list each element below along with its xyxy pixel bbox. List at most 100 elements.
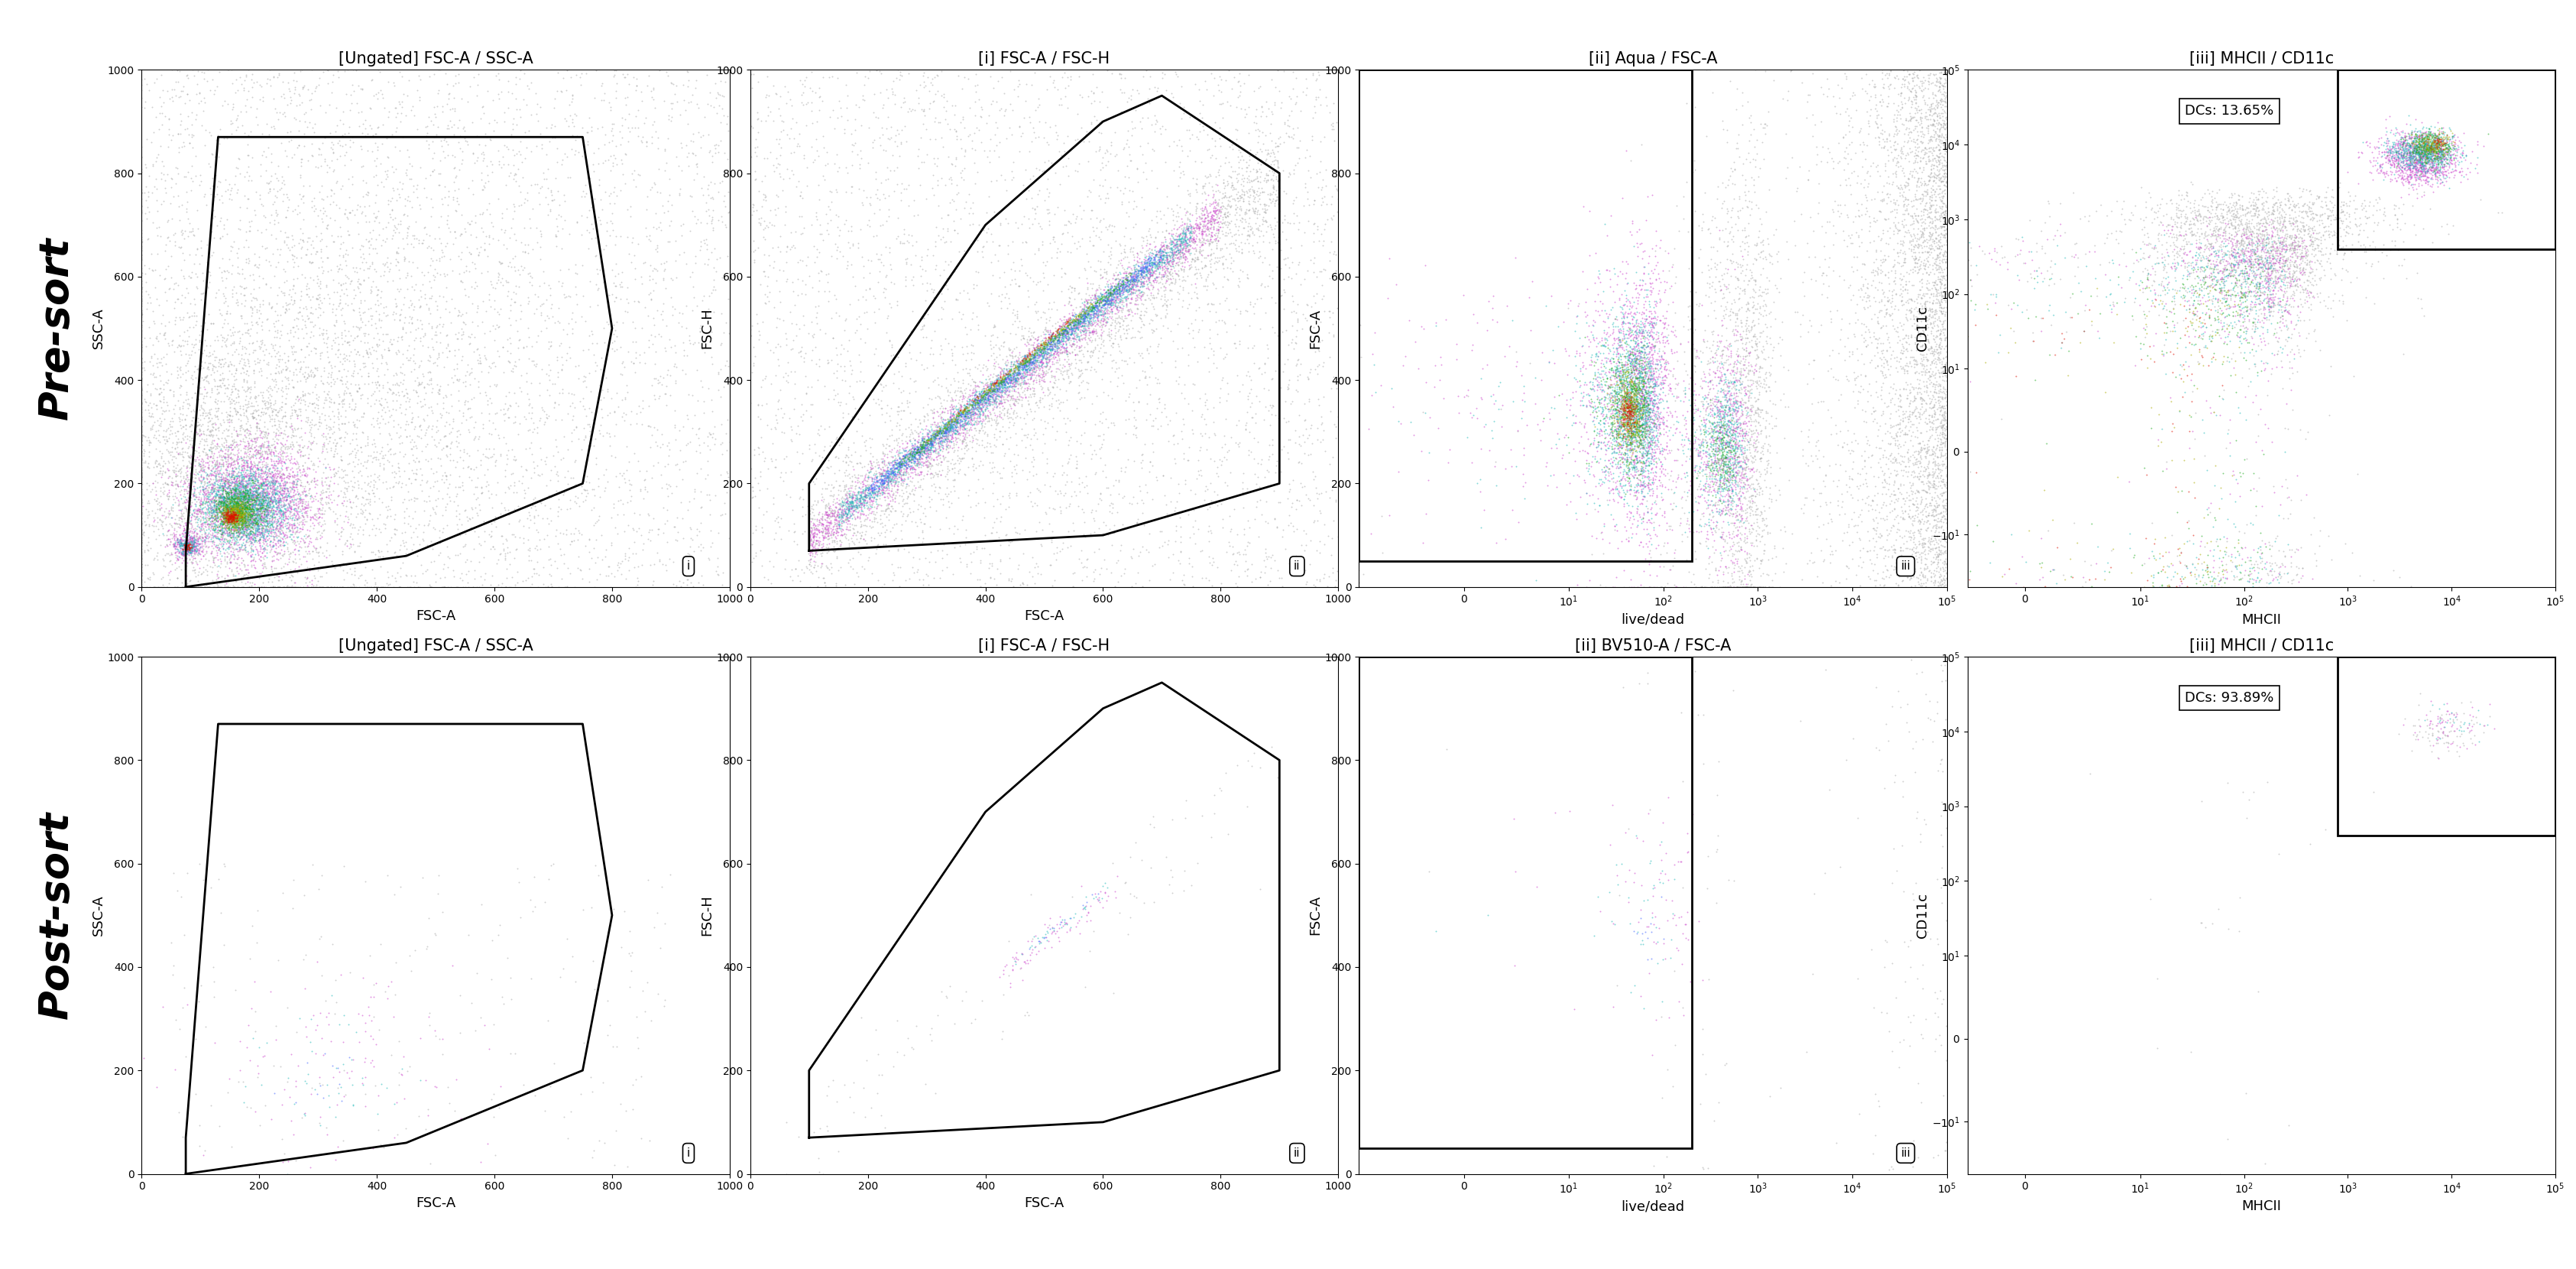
Point: [2380, 165, 2421, 185]
Point: [1842, 228, 1883, 249]
Point: [1886, 532, 1927, 552]
Point: [969, 379, 1010, 400]
Point: [2249, 648, 2290, 669]
Point: [701, 359, 742, 379]
Point: [1605, 462, 1646, 482]
Point: [1095, 282, 1136, 302]
Point: [1587, 412, 1628, 433]
Point: [1633, 439, 1674, 459]
Point: [992, 124, 1033, 145]
Point: [283, 395, 325, 415]
Point: [1607, 404, 1649, 424]
Point: [2396, 131, 2437, 151]
Point: [2241, 632, 2282, 652]
Point: [1015, 339, 1056, 359]
Point: [2409, 142, 2450, 162]
Point: [407, 135, 448, 155]
Point: [855, 472, 896, 492]
Point: [2282, 297, 2324, 317]
Point: [1613, 396, 1654, 416]
Point: [1816, 579, 1857, 599]
Point: [258, 63, 299, 84]
Point: [1615, 421, 1656, 442]
Point: [2442, 143, 2483, 164]
Point: [2272, 632, 2313, 652]
Point: [1069, 292, 1110, 312]
Point: [234, 514, 276, 534]
Point: [2182, 197, 2223, 217]
Point: [1880, 242, 1922, 263]
Point: [2244, 237, 2285, 258]
Point: [162, 538, 204, 558]
Point: [1242, 178, 1283, 198]
Point: [1577, 341, 1618, 362]
Point: [930, 395, 971, 415]
Point: [1638, 354, 1680, 374]
Point: [2094, 296, 2136, 316]
Point: [2421, 147, 2463, 168]
Point: [1700, 477, 1741, 497]
Point: [2388, 155, 2429, 175]
Point: [451, 551, 492, 571]
Point: [1917, 509, 1958, 529]
Point: [1607, 365, 1649, 386]
Point: [2401, 129, 2442, 150]
Point: [1618, 377, 1659, 397]
Point: [224, 501, 265, 522]
Point: [1605, 390, 1646, 410]
Point: [1631, 902, 1672, 923]
Point: [1020, 335, 1061, 355]
Point: [842, 494, 884, 514]
Point: [1571, 310, 1613, 330]
Point: [314, 355, 355, 376]
Point: [255, 478, 296, 499]
Point: [940, 395, 981, 415]
Point: [1759, 480, 1801, 500]
Point: [1713, 462, 1754, 482]
Point: [273, 505, 314, 525]
Point: [1582, 473, 1623, 494]
Point: [1873, 472, 1914, 492]
Point: [1605, 387, 1646, 407]
Point: [1048, 287, 1090, 307]
Point: [309, 576, 350, 598]
Point: [1893, 454, 1935, 475]
Point: [1819, 206, 1860, 226]
Point: [224, 431, 265, 452]
Point: [1190, 176, 1231, 197]
Point: [1164, 230, 1206, 250]
Point: [1641, 373, 1682, 393]
Point: [229, 486, 270, 506]
Point: [2210, 206, 2251, 226]
Point: [1783, 495, 1824, 515]
Point: [1260, 258, 1301, 278]
Point: [245, 486, 286, 506]
Point: [252, 551, 294, 571]
Point: [1747, 458, 1788, 478]
Point: [234, 520, 276, 541]
Point: [183, 513, 224, 533]
Point: [868, 475, 909, 495]
Point: [417, 383, 459, 404]
Point: [1636, 386, 1677, 406]
Point: [214, 505, 255, 525]
Point: [1126, 152, 1167, 173]
Point: [1577, 407, 1618, 428]
Point: [848, 480, 889, 500]
Point: [2287, 223, 2329, 244]
Point: [1077, 311, 1118, 331]
Point: [951, 409, 992, 429]
Point: [345, 206, 386, 226]
Point: [1105, 269, 1146, 289]
Point: [2213, 230, 2254, 250]
Point: [860, 189, 902, 209]
Point: [1084, 298, 1126, 319]
Point: [206, 513, 247, 533]
Point: [2375, 142, 2416, 162]
Point: [1121, 260, 1162, 280]
Point: [237, 478, 278, 499]
Point: [1198, 221, 1239, 241]
Point: [1922, 415, 1963, 435]
Point: [268, 506, 309, 527]
Point: [1775, 235, 1816, 255]
